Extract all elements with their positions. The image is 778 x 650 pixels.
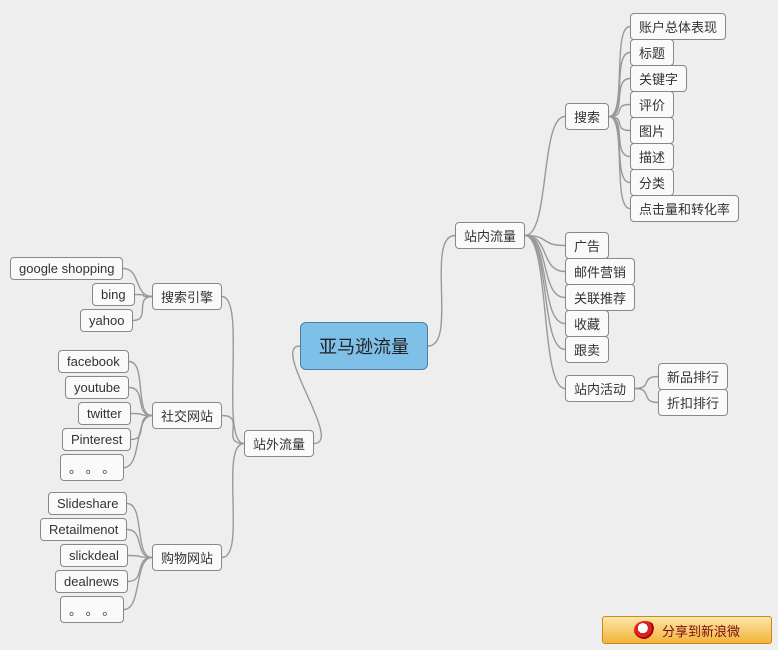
right-group-6: 站内活动 — [565, 375, 635, 402]
left-group-0: 搜索引擎 — [152, 283, 222, 310]
left-leaf-0-0: google shopping — [10, 257, 123, 280]
right-leaf-0-5: 描述 — [630, 143, 674, 170]
left-group-2: 购物网站 — [152, 544, 222, 571]
right-leaf-6-1: 折扣排行 — [658, 389, 728, 416]
right-group-5: 跟卖 — [565, 336, 609, 363]
left-hub: 站外流量 — [244, 430, 314, 457]
right-group-4: 收藏 — [565, 310, 609, 337]
left-leaf-0-1: bing — [92, 283, 135, 306]
right-leaf-0-0: 账户总体表现 — [630, 13, 726, 40]
right-group-1: 广告 — [565, 232, 609, 259]
left-leaf-1-3: Pinterest — [62, 428, 131, 451]
right-leaf-6-0: 新品排行 — [658, 363, 728, 390]
right-leaf-0-4: 图片 — [630, 117, 674, 144]
share-sina-button[interactable]: 分享到新浪微 — [602, 616, 772, 644]
left-leaf-1-1: youtube — [65, 376, 129, 399]
root-node: 亚马逊流量 — [300, 322, 428, 370]
left-leaf-1-4: 。 。 。 — [60, 454, 124, 481]
right-group-2: 邮件营销 — [565, 258, 635, 285]
left-leaf-2-2: slickdeal — [60, 544, 128, 567]
left-leaf-2-0: Slideshare — [48, 492, 127, 515]
right-hub: 站内流量 — [455, 222, 525, 249]
right-leaf-0-6: 分类 — [630, 169, 674, 196]
sina-eye-icon — [634, 621, 656, 639]
left-leaf-1-2: twitter — [78, 402, 131, 425]
right-leaf-0-3: 评价 — [630, 91, 674, 118]
right-group-3: 关联推荐 — [565, 284, 635, 311]
right-leaf-0-2: 关键字 — [630, 65, 687, 92]
left-group-1: 社交网站 — [152, 402, 222, 429]
mindmap-canvas: 亚马逊流量 站内流量站外流量 搜索 账户总体表现标题关键字评价图片描述分类点击量和转化… — [0, 0, 778, 650]
right-group-0: 搜索 — [565, 103, 609, 130]
left-leaf-0-2: yahoo — [80, 309, 133, 332]
right-leaf-0-7: 点击量和转化率 — [630, 195, 739, 222]
left-leaf-2-3: dealnews — [55, 570, 128, 593]
share-button-label: 分享到新浪微 — [662, 621, 740, 640]
left-leaf-2-4: 。 。 。 — [60, 596, 124, 623]
right-leaf-0-1: 标题 — [630, 39, 674, 66]
left-leaf-2-1: Retailmenot — [40, 518, 127, 541]
left-leaf-1-0: facebook — [58, 350, 129, 373]
